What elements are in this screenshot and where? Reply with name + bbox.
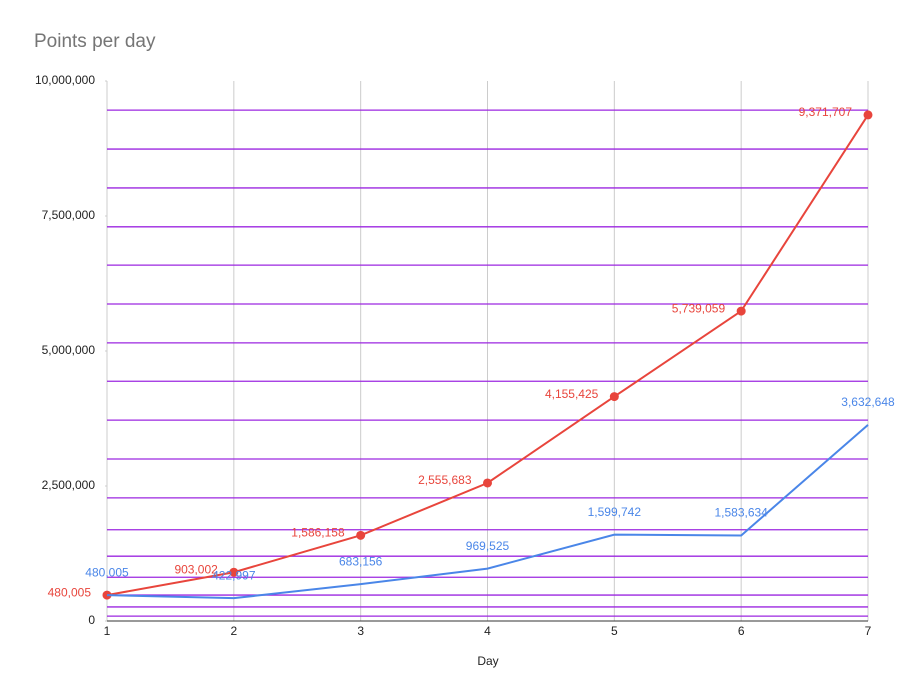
x-tick-label: 3 (357, 624, 364, 638)
chart-title: Points per day (34, 31, 156, 52)
data-label: 4,155,425 (545, 387, 599, 401)
x-axis-label: Day (477, 654, 498, 668)
y-tick-label: 10,000,000 (35, 73, 95, 87)
series-line (106, 424, 869, 600)
data-label: 9,371,707 (799, 105, 853, 119)
data-label: 1,586,158 (291, 526, 345, 540)
x-tick-label: 2 (230, 624, 237, 638)
data-label: 1,599,742 (588, 505, 642, 519)
y-tick-label: 7,500,000 (42, 208, 96, 222)
data-label: 1,583,634 (714, 506, 768, 520)
point (609, 392, 619, 402)
point (356, 530, 366, 540)
data-label: 683,156 (339, 554, 383, 568)
data-label: 969,525 (466, 539, 510, 553)
x-tick-label: 6 (738, 624, 745, 638)
data-label: 5,739,059 (672, 301, 726, 315)
y-tick-label: 0 (88, 613, 95, 627)
point (736, 306, 746, 316)
data-label: 480,005 (48, 585, 92, 599)
data-label: 422,997 (212, 568, 256, 582)
x-tick-label: 4 (484, 624, 491, 638)
x-tick-label: 5 (611, 624, 618, 638)
point (229, 567, 239, 577)
x-tick-label: 1 (104, 624, 111, 638)
point (863, 110, 873, 120)
data-label: 480,005 (85, 565, 129, 579)
x-tick-label: 7 (865, 624, 872, 638)
y-tick-label: 2,500,000 (42, 478, 96, 492)
point (483, 478, 492, 488)
y-tick-label: 5,000,000 (42, 343, 96, 357)
data-label: 903,002 (174, 562, 218, 576)
data-label: 2,555,683 (418, 473, 472, 487)
data-label: 3,632,648 (841, 395, 895, 409)
